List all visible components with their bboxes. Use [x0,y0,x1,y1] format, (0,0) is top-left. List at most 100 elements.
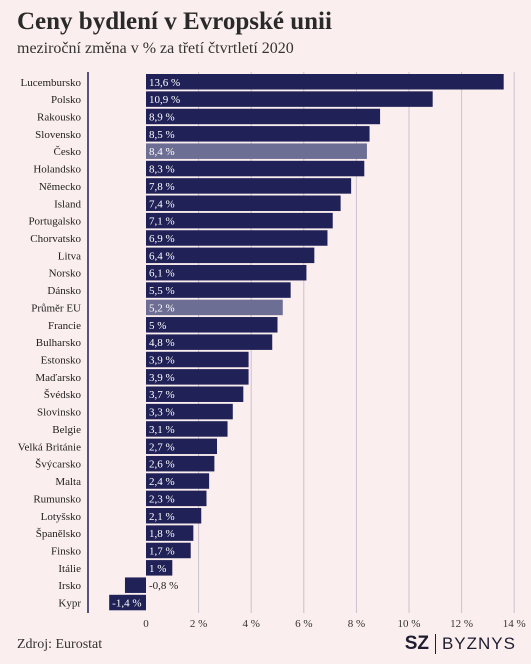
category-label: Průměr EU [31,302,81,314]
data-label: 5,2 % [149,302,175,314]
category-label: Island [54,198,81,210]
bar [146,334,273,350]
data-label: 7,1 % [149,216,175,228]
bar [146,542,191,559]
data-label: 10,9 % [149,94,180,106]
data-label: 1,7 % [149,545,175,557]
brand-mark: SZ [404,633,429,654]
data-label: 5 % [149,320,166,332]
category-label: Itálie [58,563,81,575]
chart-title: Ceny bydlení v Evropské unii [17,8,332,35]
brand-name: BYZNYS [441,634,516,653]
bar [146,473,210,489]
data-label: 7,8 % [149,181,175,193]
data-label: 4,8 % [149,337,175,349]
data-label: -1,4 % [112,598,141,610]
bar [146,560,173,576]
data-label: 3,3 % [149,407,175,419]
bar [146,438,218,455]
x-tick-label: 2 % [190,618,207,630]
data-label: 3,9 % [149,355,175,367]
bar [146,282,291,298]
bar [146,508,202,524]
category-label: Francie [48,320,81,332]
brand-separator [434,634,436,654]
data-label: 8,5 % [149,129,175,141]
category-label: Estonsko [41,355,82,367]
data-label: 3,1 % [149,424,175,436]
category-label: Švýcarsko [35,459,81,471]
category-label: Česko [54,146,82,158]
bar [146,351,249,368]
category-label: Německo [39,181,82,193]
bar [146,455,215,472]
data-label: 13,6 % [149,77,180,89]
source-note: Zdroj: Eurostat [17,637,103,652]
category-label: Chorvatsko [30,233,81,245]
data-label: 6,4 % [149,250,175,262]
category-label: Norsko [49,268,82,280]
category-label: Irsko [58,580,81,592]
data-label: 6,9 % [149,233,175,245]
category-label: Kypr [58,598,81,610]
data-label: 8,3 % [149,164,175,176]
chart-subtitle: meziroční změna v % za třetí čtvrtletí 2… [17,40,294,57]
category-label: Slovinsko [37,407,82,419]
category-label: Rumunsko [33,493,81,505]
data-label: -0,8 % [149,580,178,592]
bar [146,230,328,246]
category-label: Portugalsko [28,216,81,228]
bar [109,594,146,611]
category-label: Polsko [51,94,81,106]
category-label: Švédsko [44,389,82,401]
data-label: 2,6 % [149,459,175,471]
data-label: 2,4 % [149,476,175,488]
category-label: Velká Británie [18,441,81,453]
data-label: 8,9 % [149,111,175,123]
data-label: 8,4 % [149,146,175,158]
bar [146,386,244,402]
x-tick-label: 6 % [295,618,312,630]
bar [146,403,233,420]
bar [146,299,283,316]
bar [146,126,370,142]
bar [146,195,341,212]
category-label: Holandsko [33,164,81,176]
data-label: 2,7 % [149,441,175,453]
bar [146,91,433,107]
x-tick-label: 14 % [503,618,526,630]
data-label: 1 % [149,563,166,575]
bar [146,74,504,90]
bar [146,490,207,507]
bar [146,525,194,541]
data-label: 6,1 % [149,268,175,280]
category-label: Lotyšsko [41,511,82,523]
category-label: Slovensko [35,129,81,141]
data-label: 3,7 % [149,389,175,401]
category-label: Finsko [51,545,81,557]
data-label: 5,5 % [149,285,175,297]
brand-logo: SZ BYZNYS [405,633,516,655]
x-tick-label: 0 [143,618,149,630]
category-label: Belgie [52,424,81,436]
data-label: 2,3 % [149,493,175,505]
bar [146,108,381,125]
category-label: Lucembursko [21,77,82,89]
bar [146,317,278,333]
category-label: Malta [55,476,81,488]
bar [146,178,352,194]
bar [146,369,249,385]
x-tick-label: 10 % [398,618,421,630]
x-tick-label: 12 % [450,618,473,630]
category-label: Bulharsko [36,337,82,349]
category-label: Španělsko [36,528,82,540]
x-tick-label: 8 % [348,618,365,630]
bar [146,421,228,437]
data-label: 3,9 % [149,372,175,384]
bar [146,212,333,229]
category-label: Maďarsko [35,372,81,384]
data-label: 2,1 % [149,511,175,523]
bar [146,264,307,281]
category-label: Litva [58,250,81,262]
